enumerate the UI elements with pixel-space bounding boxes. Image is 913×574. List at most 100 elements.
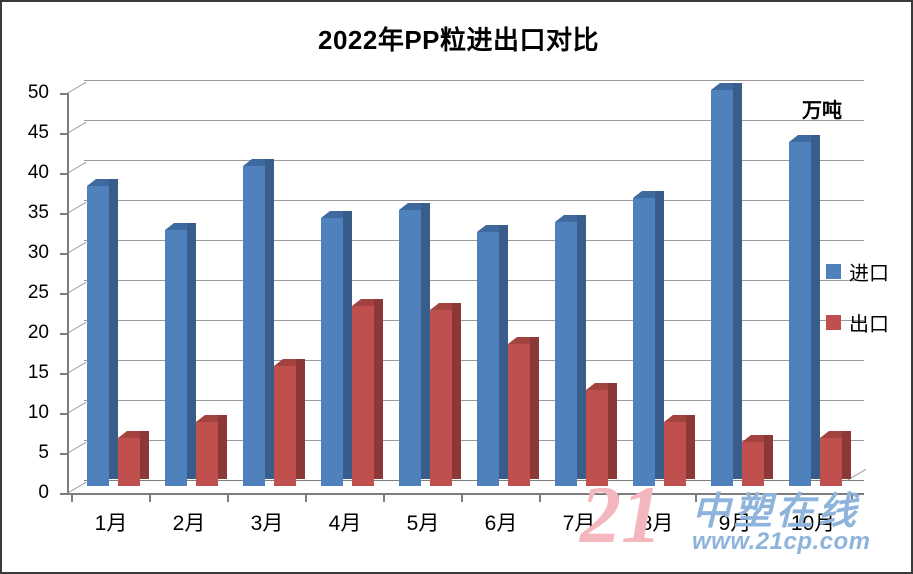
bar-export[interactable] bbox=[507, 336, 539, 486]
bar-side-face bbox=[139, 431, 149, 479]
bar-import[interactable] bbox=[788, 135, 820, 486]
y-axis-label: 5 bbox=[38, 442, 49, 463]
bar-top-face bbox=[476, 224, 508, 232]
bar-front-face bbox=[741, 442, 764, 486]
bar-front-face bbox=[398, 210, 421, 486]
bar-top-face bbox=[632, 191, 664, 198]
bar-top-face bbox=[86, 179, 118, 186]
legend-item-export[interactable]: 出口 bbox=[826, 308, 889, 337]
bar-export[interactable] bbox=[663, 415, 695, 486]
y-axis-tick bbox=[60, 93, 68, 95]
y-axis-tick bbox=[60, 413, 68, 415]
watermark-url: www.21cp.com bbox=[692, 528, 871, 555]
bar-side-face bbox=[342, 211, 352, 479]
bar-side-face bbox=[420, 203, 430, 479]
bar-side-face bbox=[451, 303, 461, 479]
bar-import[interactable] bbox=[476, 224, 508, 486]
bar-front-face bbox=[320, 218, 343, 486]
bar-export[interactable] bbox=[585, 383, 617, 486]
y-axis-label: 35 bbox=[27, 202, 49, 223]
bar-front-face bbox=[554, 222, 577, 486]
axis-depth-line bbox=[66, 81, 87, 94]
bar-front-face bbox=[351, 306, 374, 486]
gridline bbox=[84, 280, 864, 281]
x-axis-tick bbox=[616, 493, 619, 502]
bar-import[interactable] bbox=[320, 211, 352, 486]
axis-depth-line bbox=[66, 321, 87, 334]
axis-depth-line bbox=[66, 361, 87, 374]
watermark-logo-icon: 21 bbox=[580, 469, 662, 560]
bar-front-face bbox=[585, 390, 608, 486]
floor-depth-line bbox=[846, 468, 867, 481]
watermark: 21 中塑在线 www.21cp.com bbox=[562, 469, 911, 572]
axis-depth-line bbox=[66, 121, 87, 134]
bar-top-face bbox=[710, 83, 742, 90]
bar-side-face bbox=[732, 83, 742, 479]
bar-export[interactable] bbox=[273, 359, 305, 486]
legend-swatch-import bbox=[826, 264, 841, 279]
bar-export[interactable] bbox=[195, 415, 227, 486]
bar-import[interactable] bbox=[86, 179, 118, 486]
bar-import[interactable] bbox=[242, 159, 274, 486]
bar-side-face bbox=[108, 179, 118, 479]
x-axis-label: 3月 bbox=[250, 512, 284, 535]
bar-import[interactable] bbox=[710, 83, 742, 486]
y-axis-tick bbox=[60, 133, 68, 135]
legend-item-import[interactable]: 进口 bbox=[826, 257, 889, 286]
bar-top-face bbox=[242, 159, 274, 166]
x-axis-tick bbox=[226, 493, 229, 502]
bar-front-face bbox=[819, 438, 842, 486]
gridline bbox=[84, 440, 864, 441]
bar-side-face bbox=[498, 224, 508, 479]
bar-front-face bbox=[632, 198, 655, 486]
bar-import[interactable] bbox=[632, 191, 664, 486]
bar-top-face bbox=[788, 135, 820, 142]
gridline bbox=[84, 120, 864, 121]
bar-top-face bbox=[351, 299, 383, 306]
bar-top-face bbox=[741, 435, 773, 442]
bar-export[interactable] bbox=[819, 431, 851, 486]
y-axis-tick bbox=[60, 253, 68, 255]
bar-top-face bbox=[273, 359, 305, 366]
bar-export[interactable] bbox=[741, 435, 773, 486]
gridline bbox=[84, 200, 864, 201]
gridline bbox=[84, 480, 864, 481]
axis-depth-line bbox=[66, 401, 87, 414]
y-axis-label: 25 bbox=[27, 282, 49, 303]
legend-label-import: 进口 bbox=[849, 263, 889, 285]
bar-export[interactable] bbox=[429, 303, 461, 486]
bar-side-face bbox=[295, 359, 305, 479]
bar-side-face bbox=[529, 336, 539, 479]
bar-front-face bbox=[117, 438, 140, 486]
bar-import[interactable] bbox=[554, 215, 586, 486]
bar-top-face bbox=[585, 383, 617, 390]
bar-export[interactable] bbox=[351, 299, 383, 486]
bar-import[interactable] bbox=[398, 203, 430, 486]
x-axis-label: 1月 bbox=[94, 512, 128, 535]
bar-top-face bbox=[429, 303, 461, 310]
x-axis-label: 10月 bbox=[790, 512, 836, 535]
x-axis-label: 4月 bbox=[328, 512, 362, 535]
y-axis-label: 10 bbox=[27, 402, 49, 423]
bar-import[interactable] bbox=[164, 223, 196, 486]
gridline bbox=[84, 160, 864, 161]
x-axis-line bbox=[67, 493, 864, 495]
bar-front-face bbox=[273, 366, 296, 486]
bar-export[interactable] bbox=[117, 431, 149, 486]
x-axis-tick bbox=[460, 493, 463, 502]
x-axis-label: 2月 bbox=[172, 512, 206, 535]
y-axis-tick bbox=[60, 333, 68, 335]
bar-side-face bbox=[654, 191, 664, 479]
x-axis-label: 8月 bbox=[640, 512, 674, 535]
chart-title: 2022年PP粒进出口对比 bbox=[317, 25, 600, 55]
x-axis-label: 9月 bbox=[718, 512, 752, 535]
x-axis-tick bbox=[304, 493, 307, 502]
x-axis-tick bbox=[694, 493, 697, 502]
axis-depth-line bbox=[66, 481, 87, 494]
x-axis-tick bbox=[772, 493, 775, 502]
bar-side-face bbox=[810, 135, 820, 479]
bar-front-face bbox=[86, 186, 109, 486]
watermark-brand: 中塑在线 bbox=[692, 491, 861, 533]
